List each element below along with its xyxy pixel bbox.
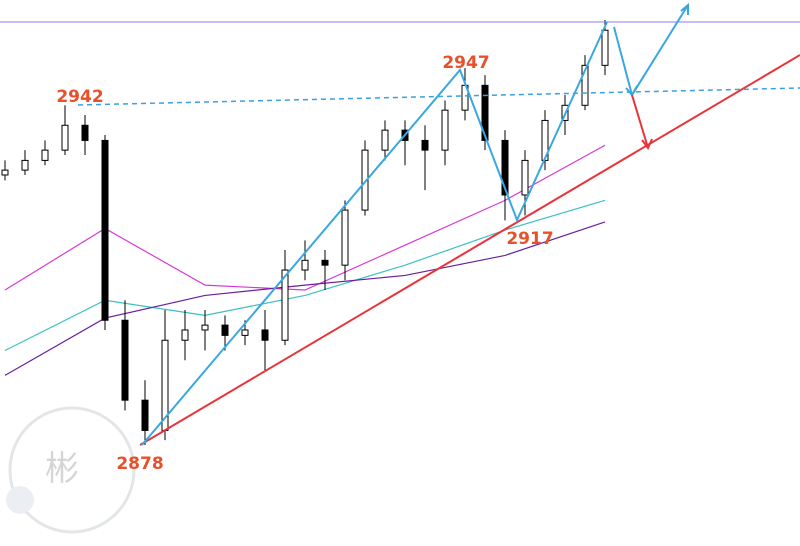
candle-body bbox=[361, 149, 369, 211]
candle-body bbox=[441, 109, 449, 151]
candle-body bbox=[241, 329, 249, 336]
candle-body bbox=[421, 139, 429, 151]
candle-body bbox=[141, 399, 149, 431]
price-label: 2878 bbox=[116, 454, 163, 474]
candle-body bbox=[481, 84, 489, 141]
candle-body bbox=[521, 159, 529, 196]
arrow-head bbox=[641, 138, 653, 150]
candle-body bbox=[301, 259, 309, 271]
candle-body bbox=[601, 29, 609, 66]
candle-body bbox=[281, 269, 289, 341]
wave-path bbox=[141, 21, 608, 446]
arrow-head bbox=[680, 2, 689, 15]
candle-body bbox=[21, 159, 29, 171]
projection-up bbox=[613, 4, 689, 98]
annotation-lines bbox=[0, 2, 800, 446]
watermark-dot bbox=[6, 486, 34, 514]
candle-body bbox=[381, 129, 389, 151]
price-label: 2942 bbox=[56, 87, 103, 107]
dashed-level bbox=[77, 87, 800, 106]
candle-body bbox=[1, 169, 9, 176]
candle-body bbox=[341, 209, 349, 266]
candle-body bbox=[321, 259, 329, 266]
watermark-ring bbox=[8, 406, 136, 534]
price-label: 2917 bbox=[506, 229, 553, 249]
candle-body bbox=[501, 139, 509, 196]
trend-line bbox=[139, 54, 800, 446]
candle-body bbox=[581, 64, 589, 106]
candle-body bbox=[41, 149, 49, 161]
watermark-text: 彬 bbox=[45, 449, 79, 489]
price-label: 2947 bbox=[442, 53, 489, 73]
candle-body bbox=[221, 324, 229, 336]
projection-down bbox=[631, 94, 649, 149]
candle-body bbox=[101, 139, 109, 321]
candle-body bbox=[181, 329, 189, 341]
candle-body bbox=[201, 324, 209, 331]
candle-body bbox=[81, 124, 89, 141]
candle-body bbox=[261, 329, 269, 341]
candle-body bbox=[61, 124, 69, 151]
watermark: 彬 bbox=[6, 406, 136, 534]
candle-body bbox=[121, 319, 129, 401]
